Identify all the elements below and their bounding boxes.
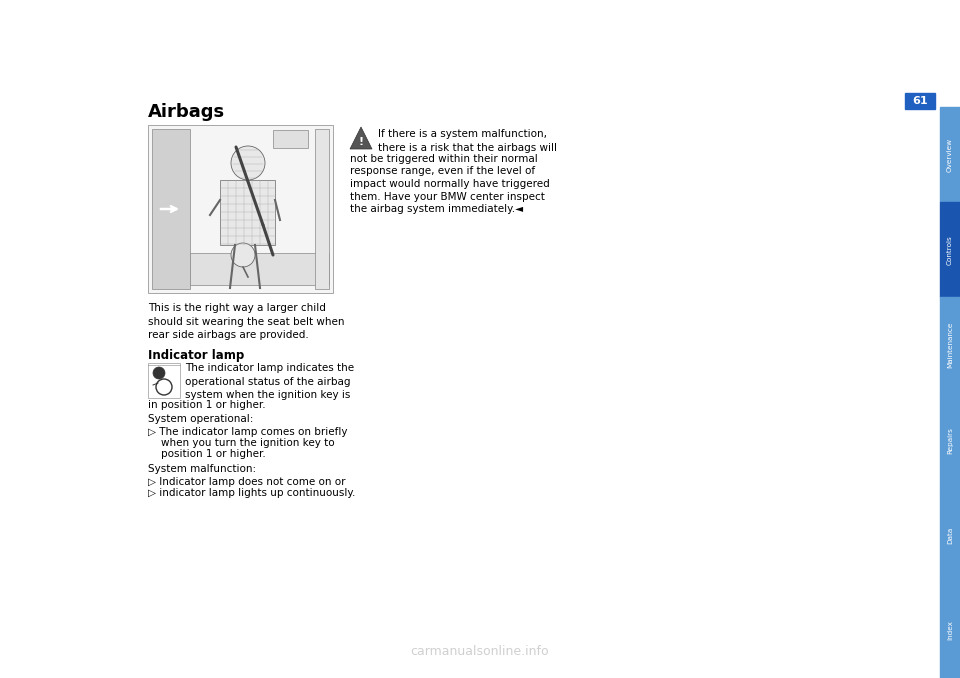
Text: position 1 or higher.: position 1 or higher. [148,449,266,459]
Text: Airbags: Airbags [148,103,226,121]
Text: carmanualsonline.info: carmanualsonline.info [411,645,549,658]
Text: Overview: Overview [947,138,953,172]
Text: 61: 61 [912,96,927,106]
Text: impact would normally have triggered: impact would normally have triggered [350,179,550,189]
Text: the airbag system immediately.◄: the airbag system immediately.◄ [350,204,523,214]
Bar [940,583,960,678]
Text: Index: Index [947,620,953,640]
Text: in position 1 or higher.: in position 1 or higher. [148,400,266,410]
Bar [152,129,190,289]
Text: The indicator lamp indicates the
operational status of the airbag
system when th: The indicator lamp indicates the operati… [185,363,354,400]
Text: System malfunction:: System malfunction: [148,464,256,474]
Bar [190,253,329,285]
Text: ▷ indicator lamp lights up continuously.: ▷ indicator lamp lights up continuously. [148,488,355,498]
Bar [315,129,329,289]
Text: Maintenance: Maintenance [947,322,953,368]
Bar [940,393,960,487]
Circle shape [153,367,165,379]
Circle shape [231,243,255,267]
Text: This is the right way a larger child
should sit wearing the seat belt when
rear : This is the right way a larger child sho… [148,303,345,340]
Bar [940,298,960,393]
Text: !: ! [358,137,364,147]
Text: Indicator lamp: Indicator lamp [148,349,244,362]
Polygon shape [350,127,372,149]
Text: them. Have your BMW center inspect: them. Have your BMW center inspect [350,191,545,201]
Circle shape [231,146,265,180]
Bar [905,93,935,109]
Bar [220,180,275,245]
Text: Repairs: Repairs [947,426,953,454]
Text: Data: Data [947,527,953,544]
Text: If there is a system malfunction,
there is a risk that the airbags will: If there is a system malfunction, there … [378,129,557,153]
Text: when you turn the ignition key to: when you turn the ignition key to [148,438,335,448]
Text: System operational:: System operational: [148,414,253,424]
Text: ▷ Indicator lamp does not come on or: ▷ Indicator lamp does not come on or [148,477,346,487]
Bar [273,130,308,148]
Bar [148,125,333,293]
Text: response range, even if the level of: response range, even if the level of [350,167,535,176]
Bar [148,363,180,398]
Bar [940,107,960,202]
Bar [940,487,960,583]
Text: ▷ The indicator lamp comes on briefly: ▷ The indicator lamp comes on briefly [148,427,348,437]
Bar [940,202,960,298]
Text: not be triggered within their normal: not be triggered within their normal [350,154,538,164]
Text: Controls: Controls [947,235,953,264]
